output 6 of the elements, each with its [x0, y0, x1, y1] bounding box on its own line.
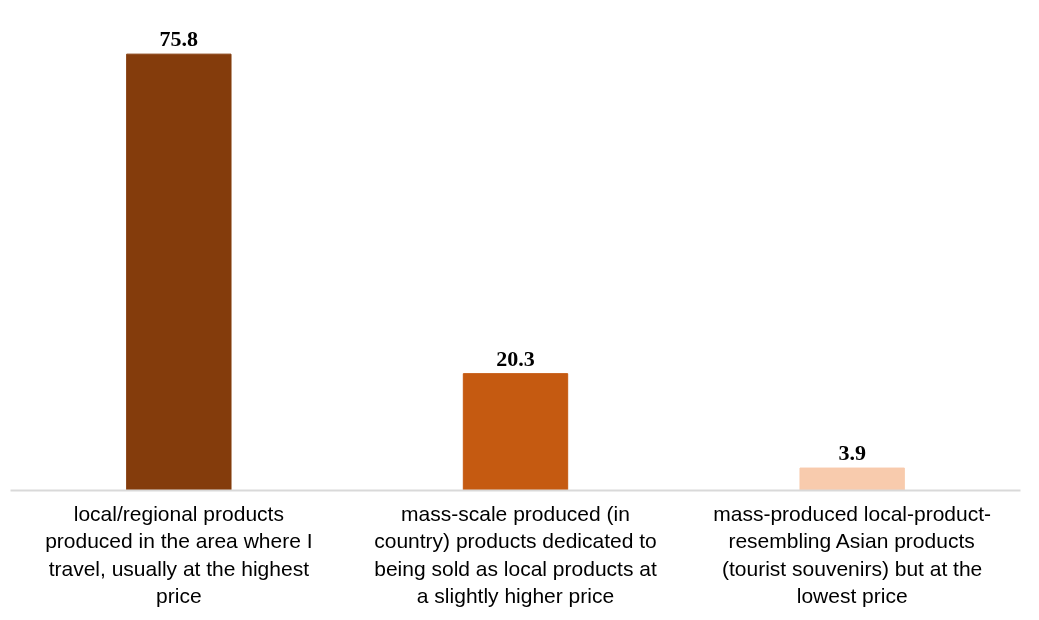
data-label: 20.3: [496, 345, 535, 371]
data-label: 3.9: [838, 440, 866, 466]
x-tick-label: local/regional products produced in the area where I travel, usually at the highest price: [45, 501, 313, 608]
x-tick-label: mass-scale produced (in country) products dedicated to being sold as local products at a slightly higher price: [374, 501, 657, 608]
x-tick-label: mass-produced local-product-resembling Asian products (tourist souvenirs) but at the lowest price: [713, 501, 992, 608]
data-label: 75.8: [159, 26, 199, 52]
